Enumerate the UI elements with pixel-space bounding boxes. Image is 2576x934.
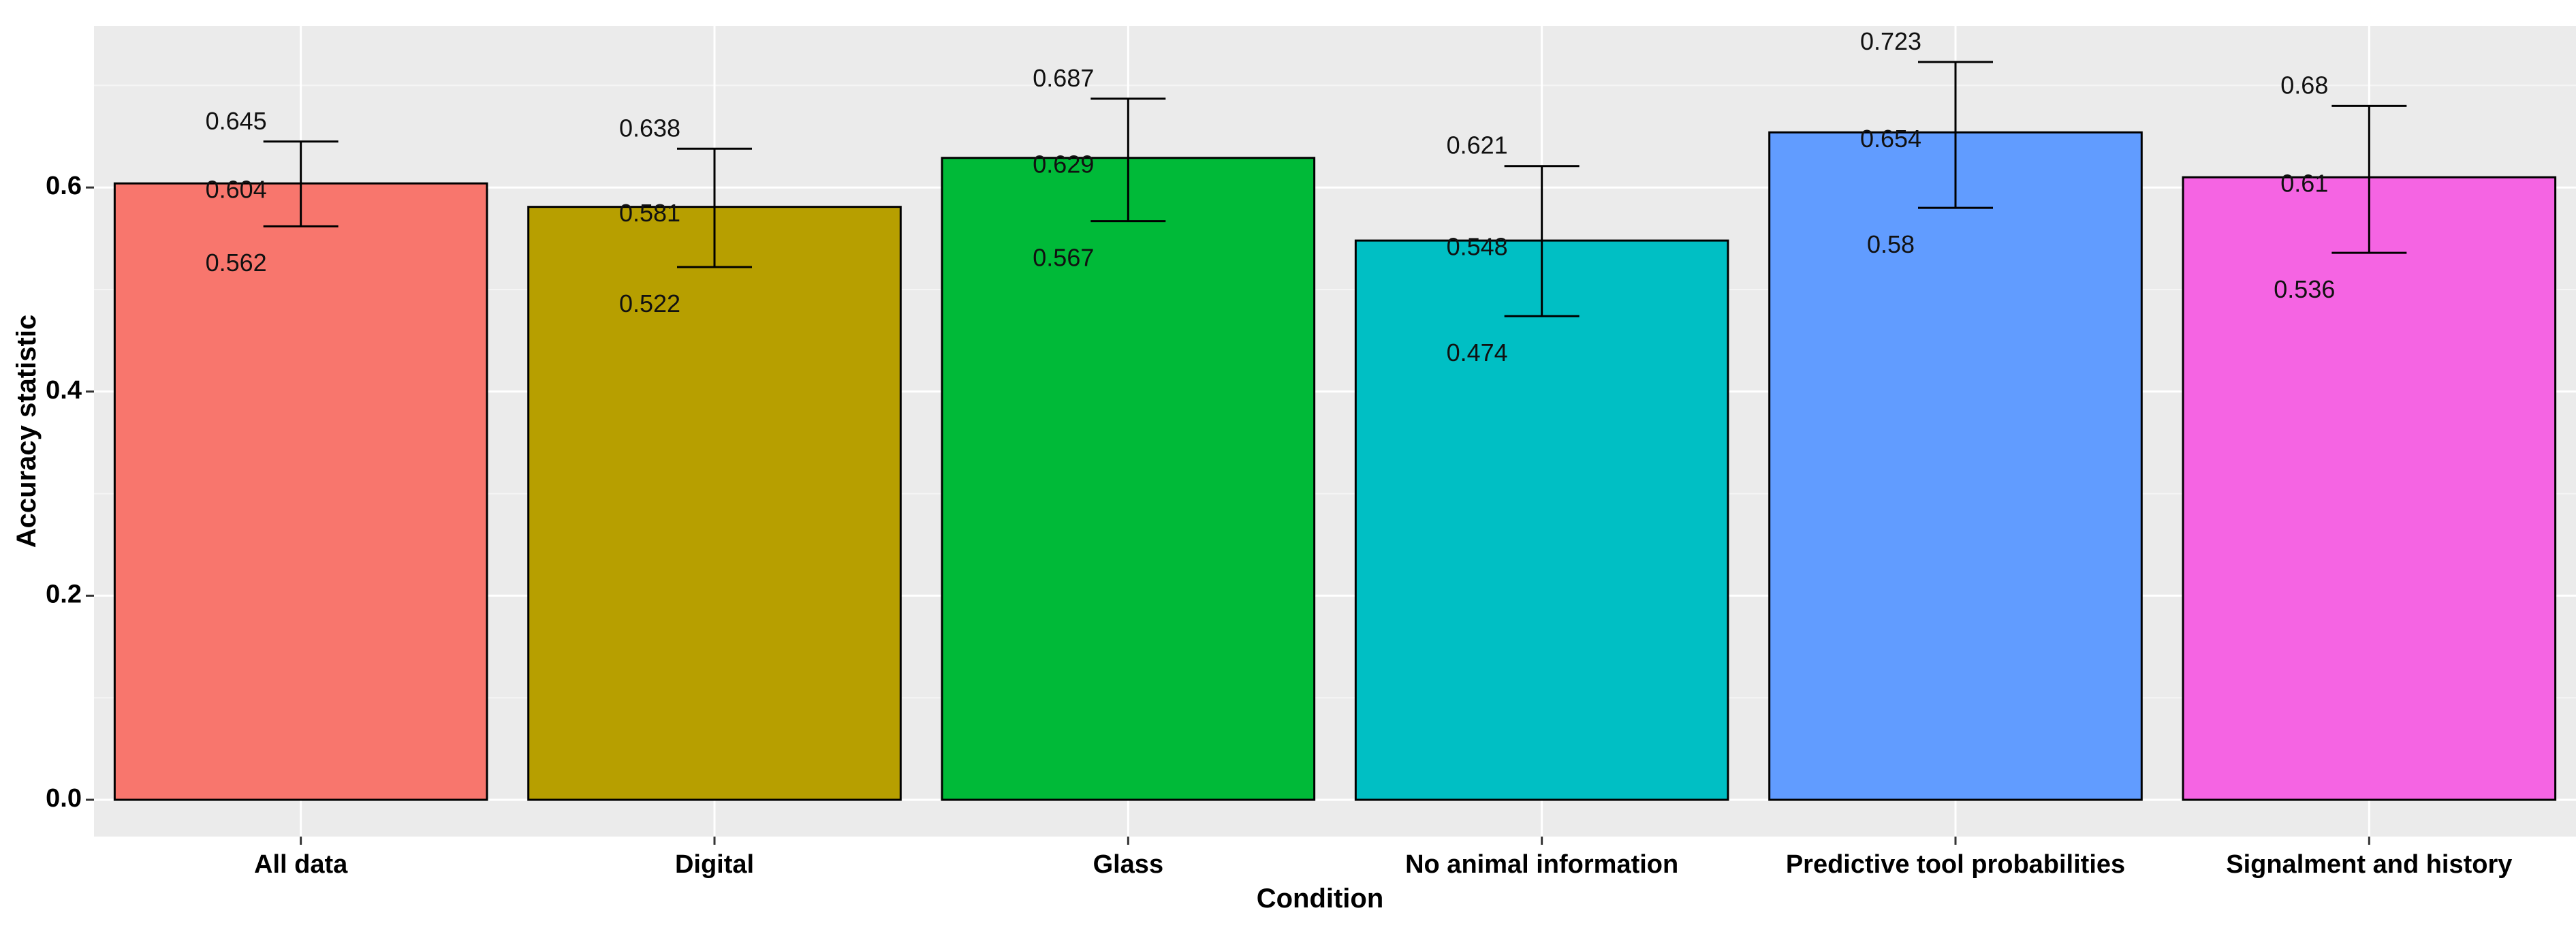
x-tick-label: Predictive tool probabilities	[1786, 850, 2125, 879]
plot-panel-background	[94, 26, 2576, 837]
x-axis-title: Condition	[1257, 884, 1384, 914]
mean-value-label: 0.629	[1033, 150, 1094, 178]
mean-value-label: 0.654	[1860, 125, 1921, 153]
upper-value-label: 0.723	[1860, 27, 1921, 55]
upper-value-label: 0.687	[1033, 64, 1094, 92]
mean-value-label: 0.581	[619, 199, 680, 227]
x-tick-label: Signalment and history	[2226, 850, 2512, 879]
mean-value-label: 0.604	[206, 176, 267, 204]
bar-signalment-and-history	[2182, 176, 2557, 801]
upper-value-label: 0.645	[206, 107, 267, 135]
upper-value-label: 0.68	[2280, 71, 2328, 99]
bar-glass	[941, 157, 1316, 801]
lower-value-label: 0.567	[1033, 244, 1094, 272]
lower-value-label: 0.58	[1867, 230, 1915, 258]
upper-value-label: 0.621	[1447, 131, 1508, 159]
y-tick-label: 0.6	[46, 172, 82, 200]
y-tick-label: 0.4	[46, 376, 82, 405]
bar-digital	[527, 206, 902, 801]
bars	[113, 131, 2557, 801]
error-bars	[263, 61, 2407, 317]
lower-value-label: 0.536	[2274, 275, 2335, 303]
x-tick-label: Glass	[1093, 850, 1164, 879]
x-tick-label: Digital	[675, 850, 754, 879]
bar-predictive-tool-probabilities	[1768, 131, 2143, 801]
y-tick-label: 0.0	[46, 784, 82, 813]
x-tick-label: All data	[254, 850, 348, 879]
upper-value-label: 0.638	[619, 114, 680, 142]
bar-no-animal-information	[1354, 239, 1729, 801]
mean-value-label: 0.61	[2280, 170, 2328, 198]
y-tick-label: 0.2	[46, 580, 82, 608]
lower-value-label: 0.522	[619, 290, 680, 317]
bar-all-data	[113, 182, 488, 801]
x-axis: All data Digital Glass No animal informatio…	[254, 837, 2512, 879]
lower-value-label: 0.474	[1447, 339, 1508, 367]
mean-value-label: 0.548	[1447, 233, 1508, 261]
y-axis: 0.0 0.2 0.4 0.6	[46, 172, 94, 813]
data-labels: 0.645 0.604 0.562 0.638 0.581 0.522 0.687 0.629…	[206, 27, 2336, 367]
lower-value-label: 0.562	[206, 249, 267, 277]
y-axis-title: Accuracy statistic	[12, 315, 42, 548]
x-tick-label: No animal information	[1405, 850, 1678, 879]
